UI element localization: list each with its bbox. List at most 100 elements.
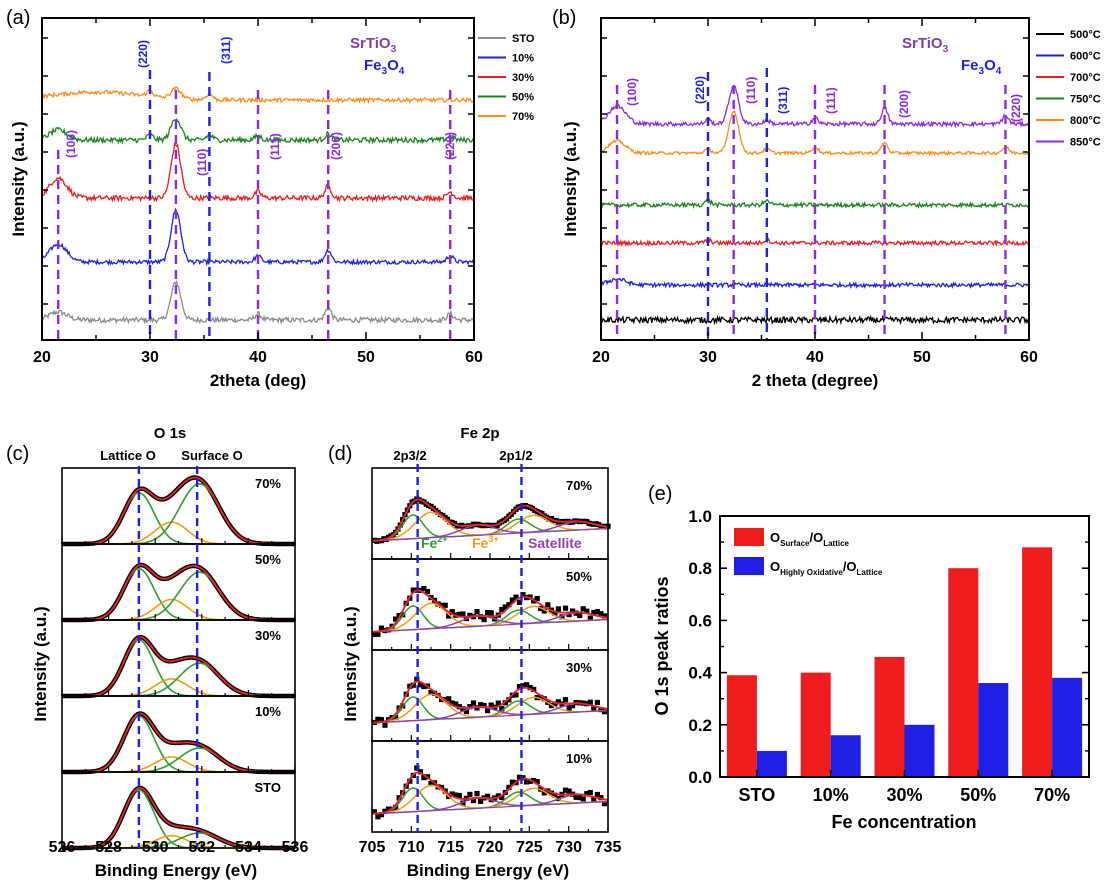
panel-d: (d) Fe 2p 2p3/2 2p1/2 70% 50% 30% 10% 705 71… [328, 425, 621, 880]
d-data-point [499, 794, 505, 800]
d-data-point [559, 614, 565, 620]
d-data-point [495, 700, 501, 706]
d-data-point [534, 779, 540, 785]
legend-label: STO [512, 33, 535, 45]
d-data-point [485, 793, 491, 799]
a-xtick-label: 20 [33, 349, 51, 366]
e-legend-part: Lattice [857, 568, 883, 577]
d-data-point [555, 606, 561, 612]
d-xtick-label: 720 [477, 839, 504, 856]
d-data-point [580, 796, 586, 802]
panel-b-tag: (b) [552, 7, 576, 29]
d-data-point [456, 611, 462, 617]
d-data-point [509, 597, 515, 603]
d-bg-fit [372, 709, 609, 724]
d-data-point [524, 779, 530, 785]
bar-STO-1 [756, 750, 787, 777]
d-data-point [481, 702, 487, 709]
e-legend-part: Highly Oxidative [780, 568, 843, 577]
d-data-point [598, 707, 604, 713]
bar-30%-0 [874, 656, 905, 777]
d-data-point [527, 778, 533, 784]
d-data-point [513, 594, 519, 600]
e-legend-label: OSurface/OLattice [770, 530, 850, 548]
panel-c-subplots: 70% 50% 30% 10% STO [61, 466, 296, 851]
d-data-point [527, 685, 533, 691]
e-ytick-label: 0.8 [688, 559, 712, 578]
panel-b-dashes [615, 68, 1007, 340]
panel-d-peak1-label: 2p3/2 [393, 448, 426, 463]
d-data-point [520, 592, 526, 598]
d-data-point [421, 586, 427, 592]
d-data-point [562, 697, 569, 703]
d-data-point [378, 625, 384, 631]
d-data-point [460, 800, 466, 806]
panel-d-xlabel: Binding Energy (eV) [407, 861, 569, 880]
e-ytick-label: 0.4 [688, 664, 712, 683]
c-xtick-label: 526 [49, 839, 76, 856]
d-data-point [449, 791, 455, 797]
e-legend-part: O [770, 559, 780, 574]
d-data-point [417, 769, 423, 775]
d-data-point [460, 706, 466, 712]
d-xtick-label: 705 [359, 839, 386, 856]
d-data-point [385, 806, 392, 812]
panel-a-phase-srtio3: SrTiO3 [350, 35, 397, 55]
d-data-point [555, 699, 561, 705]
d-data-point [566, 612, 572, 618]
panel-b-ylabel: Intensity (a.u.) [561, 121, 580, 236]
panel-d-subplots: 70% 50% 30% 10% [371, 464, 611, 833]
panel-c-peak1-label: Lattice O [100, 448, 156, 463]
legend-label: 70% [512, 111, 534, 123]
b-xtick-label: 50 [913, 349, 931, 366]
d-data-point [453, 701, 459, 707]
panel-d-tick-labels: 705 710 715 720 725 730 735 [359, 839, 622, 856]
srtio3-peak-label: (111) [824, 87, 838, 114]
d-row-label: 70% [566, 478, 592, 493]
d-data-point [545, 602, 551, 608]
panel-d-fe2-label: Fe2+ [421, 534, 448, 551]
c-row-label: 70% [255, 476, 281, 491]
d-data-point [481, 617, 487, 623]
legend-label: 700°C [1070, 72, 1101, 84]
d-data-point [601, 709, 608, 715]
panel-e-ylabel: O 1s peak ratios [652, 576, 672, 715]
d-data-point [531, 686, 537, 692]
legend-label: 750°C [1070, 94, 1101, 106]
panel-b-xlabel: 2 theta (degree) [752, 371, 879, 390]
panel-b-ticks [600, 18, 1030, 340]
e-ytick-label: 0.6 [688, 611, 712, 630]
d-data-point [577, 612, 583, 619]
c-row-label: 30% [255, 628, 281, 643]
b-xtick-label: 60 [1020, 349, 1038, 366]
c-xtick-label: 528 [95, 839, 122, 856]
panel-b-legend: 500°C 600°C 700°C 750°C 800°C 850°C [1036, 29, 1101, 149]
c-total-fit [62, 564, 295, 621]
legend-label: 850°C [1070, 137, 1101, 149]
d-data-point [594, 791, 600, 798]
panel-d-fe3-label: Fe3+ [472, 534, 499, 551]
d-data-point [601, 801, 608, 807]
d-data-point [573, 794, 579, 800]
bar-30%-1 [904, 724, 935, 777]
legend-label: 10% [512, 53, 534, 65]
d-data-point [495, 793, 501, 799]
d-data-point [562, 787, 569, 793]
e-legend-part: Lattice [823, 539, 849, 548]
d-xtick-label: 725 [516, 839, 543, 856]
d-data-point [421, 775, 427, 781]
d-total-fit [371, 771, 609, 815]
panel-b-phase-fe3o4: Fe3O4 [961, 57, 1002, 77]
d-data-point [566, 705, 572, 711]
d-data-point [446, 613, 452, 619]
a-xtick-label: 30 [141, 349, 159, 366]
d-data-point [463, 708, 469, 715]
d-total-fit [371, 589, 609, 633]
panel-a: (a) 20 30 40 50 60 2theta (deg) Intensity (a… [6, 7, 535, 390]
e-xtick-label: 30% [886, 785, 922, 805]
e-xtick-label: 70% [1034, 785, 1070, 805]
d-data-point [594, 609, 600, 615]
panel-a-tick-labels: 20 30 40 50 60 [33, 349, 483, 366]
